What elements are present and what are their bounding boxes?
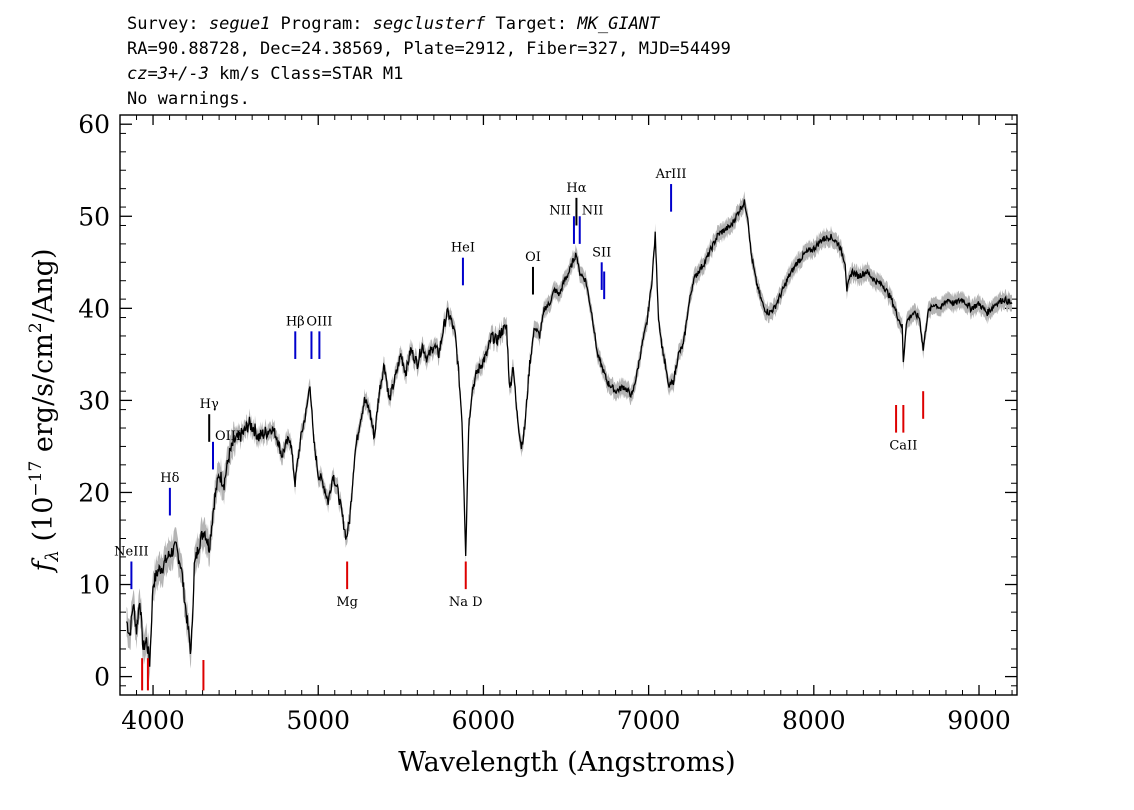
line-label-oi: OI [525,250,541,265]
y-tick-label: 40 [78,294,110,323]
y-axis-label-close: /Ang) [28,249,59,323]
header-line-2: RA=90.88728, Dec=24.38569, Plate=2912, F… [127,39,731,59]
x-tick-label: 7000 [617,706,681,735]
x-tick-label: 4000 [121,706,185,735]
y-axis-label-exp1: −17 [26,461,46,497]
line-label-neiii: NeIII [114,545,148,560]
tick-labels: 4000 5000 6000 7000 8000 9000 0 10 20 30 40 50 60 [78,110,1011,735]
line-label-ariii: ArIII [655,167,687,182]
y-tick-label: 10 [78,571,110,600]
line-label-na-d: Na D [449,595,483,610]
line-label-hei: HeI [451,241,475,256]
y-axis-label-mid: erg/s/cm [28,333,59,461]
line-label-h-: Hβ [286,314,305,329]
line-label-oiii: OIII [215,429,241,444]
header-line-1: Survey: segue1 Program: segclusterf Targ… [127,14,661,34]
line-label-oiii: OIII [306,314,332,329]
class-value: km/s Class=STAR M1 [209,64,403,84]
target-value: MK_GIANT [576,14,661,34]
x-tick-label: 8000 [782,706,846,735]
svg-text:fλ (10−17 erg/s/cm2/Ang): fλ (10−17 erg/s/cm2/Ang) [26,249,63,574]
y-tick-label: 30 [78,386,110,415]
y-tick-label: 20 [78,478,110,507]
x-tick-label: 9000 [947,706,1011,735]
spectrum-line [125,199,1013,667]
target-label: Target: [485,14,577,34]
y-axis-label-exp2: 2 [26,322,46,333]
header: Survey: segue1 Program: segclusterf Targ… [127,14,731,109]
survey-label: Survey: [127,14,209,34]
redshift-value: cz=3+/-3 [127,64,209,84]
line-label-nii: NII [549,203,571,218]
y-tick-label: 0 [94,663,110,692]
survey-value: segue1 [209,14,270,34]
line-label-nii: NII [582,203,604,218]
line-label-sii: SII [592,245,611,260]
program-label: Program: [270,14,372,34]
header-line-3: cz=3+/-3 km/s Class=STAR M1 [127,64,403,84]
spectrum-series [125,199,1013,667]
y-tick-label: 60 [78,110,110,139]
tick-marks [119,114,1017,695]
x-tick-label: 6000 [452,706,516,735]
line-label-mg: Mg [336,595,358,610]
line-label-h-: Hγ [200,397,219,412]
header-line-4: No warnings. [127,89,250,109]
y-axis-label: fλ (10−17 erg/s/cm2/Ang) [26,249,63,574]
x-axis-label: Wavelength (Angstroms) [398,747,735,778]
line-label-h-: Hα [566,181,586,196]
x-tick-label: 5000 [286,706,350,735]
plot-frame [119,114,1018,696]
program-value: segclusterf [373,14,486,34]
line-label-caii: CaII [889,439,917,454]
line-label-h-: Hδ [160,471,179,486]
y-axis-label-open: (10 [28,497,59,550]
y-axis-label-sub: λ [42,550,63,562]
y-tick-label: 50 [78,202,110,231]
